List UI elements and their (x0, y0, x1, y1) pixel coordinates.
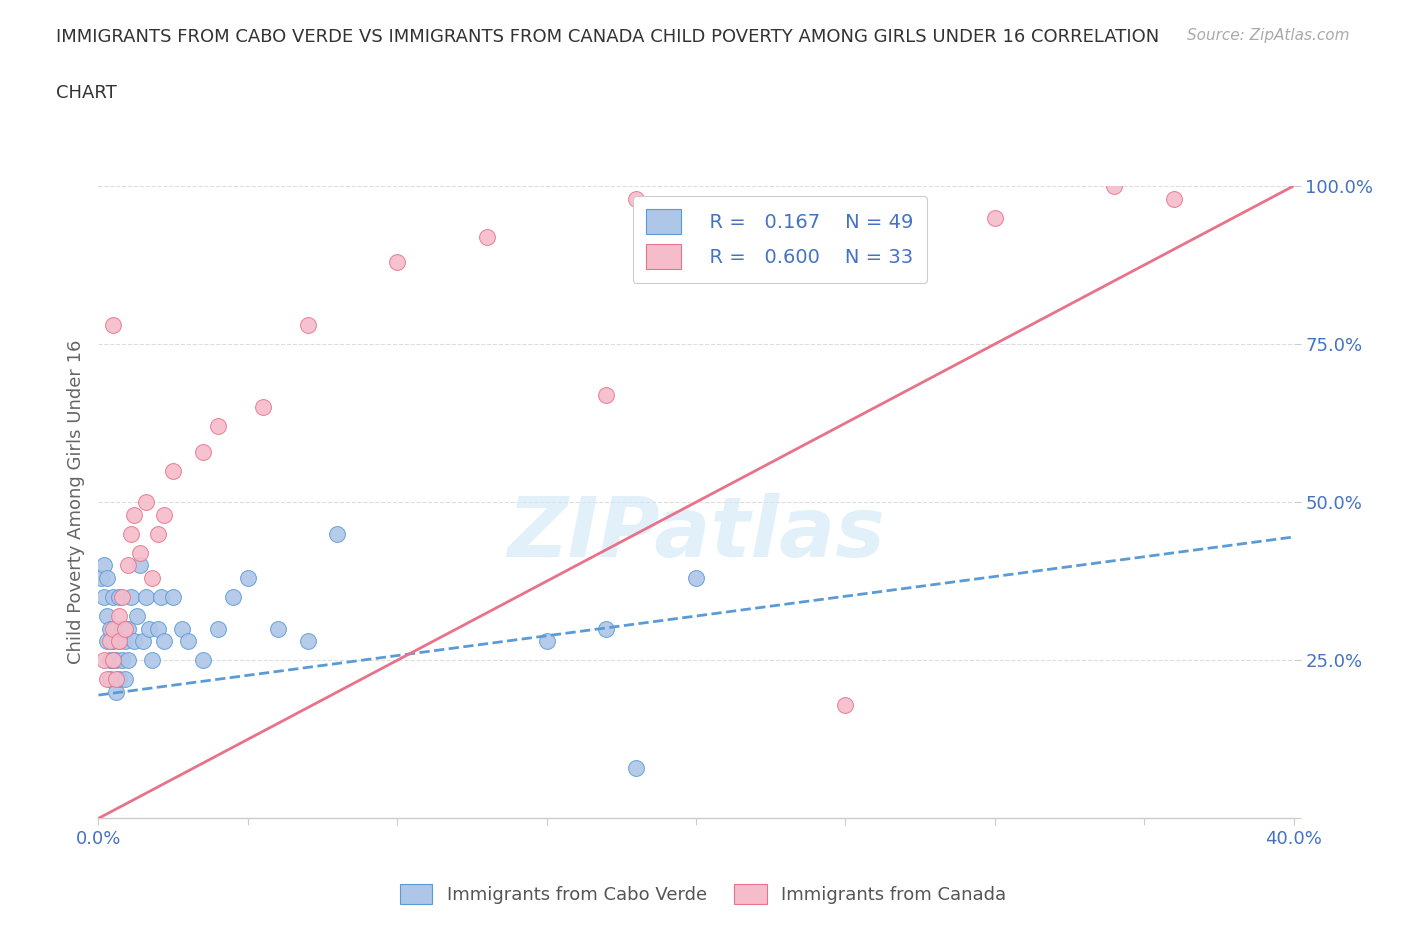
Point (153, 634, 176, 649)
Point (150, 590, 173, 604)
Point (105, 653, 128, 668)
Point (108, 590, 131, 604)
Point (626, 192, 648, 206)
Point (108, 634, 131, 649)
Point (153, 508, 176, 523)
Point (162, 463, 184, 478)
Point (172, 621, 194, 636)
Point (98, 621, 122, 636)
Legend: Immigrants from Cabo Verde, Immigrants from Canada: Immigrants from Cabo Verde, Immigrants f… (392, 876, 1014, 911)
Point (148, 621, 170, 636)
Point (108, 671, 131, 686)
Point (326, 526, 349, 541)
Point (93, 653, 115, 668)
Point (1163, 192, 1185, 206)
Point (162, 590, 184, 604)
Point (117, 653, 139, 668)
Point (120, 590, 142, 604)
Point (103, 653, 125, 668)
Point (105, 621, 128, 636)
Point (595, 621, 617, 636)
Point (105, 684, 128, 699)
Point (132, 634, 155, 649)
Point (120, 526, 142, 541)
Point (108, 608, 131, 623)
Point (103, 653, 125, 668)
Point (297, 318, 319, 333)
Point (207, 621, 229, 636)
Point (93, 558, 115, 573)
Text: Source: ZipAtlas.com: Source: ZipAtlas.com (1187, 28, 1350, 43)
Point (834, 698, 856, 712)
Point (124, 508, 146, 523)
Legend:   R =   0.167    N = 49,   R =   0.600    N = 33: R = 0.167 N = 49, R = 0.600 N = 33 (633, 195, 927, 283)
Point (222, 590, 245, 604)
Point (685, 571, 707, 586)
Point (108, 634, 131, 649)
Point (124, 634, 146, 649)
Point (114, 671, 136, 686)
Point (595, 387, 617, 402)
Point (135, 590, 157, 604)
Point (135, 495, 157, 510)
Point (111, 621, 134, 636)
Point (103, 590, 125, 604)
Point (103, 634, 125, 649)
Point (93, 590, 115, 604)
Point (236, 571, 259, 586)
Point (98, 653, 122, 668)
Point (103, 318, 125, 333)
Text: CHART: CHART (56, 84, 117, 101)
Point (297, 634, 319, 649)
Point (626, 761, 648, 776)
Point (96, 608, 118, 623)
Point (267, 621, 290, 636)
Point (127, 608, 149, 623)
Point (117, 558, 139, 573)
Point (148, 526, 170, 541)
Point (98, 671, 122, 686)
Point (96, 634, 118, 649)
Point (252, 400, 274, 415)
Y-axis label: Child Poverty Among Girls Under 16: Child Poverty Among Girls Under 16 (66, 340, 84, 664)
Point (385, 255, 409, 270)
Point (114, 621, 136, 636)
Point (96, 571, 118, 586)
Point (207, 418, 229, 433)
Point (111, 590, 134, 604)
Point (90, 571, 112, 586)
Point (129, 558, 152, 573)
Point (1104, 179, 1126, 193)
Point (105, 671, 128, 686)
Point (984, 210, 1007, 225)
Point (475, 229, 498, 244)
Point (117, 621, 139, 636)
Point (129, 545, 152, 560)
Point (138, 621, 160, 636)
Point (536, 634, 558, 649)
Point (96, 671, 118, 686)
Point (191, 445, 214, 459)
Point (141, 571, 163, 586)
Point (111, 653, 134, 668)
Text: IMMIGRANTS FROM CABO VERDE VS IMMIGRANTS FROM CANADA CHILD POVERTY AMONG GIRLS U: IMMIGRANTS FROM CABO VERDE VS IMMIGRANTS… (56, 28, 1160, 46)
Point (103, 621, 125, 636)
Point (177, 634, 200, 649)
Point (745, 197, 768, 212)
Point (114, 634, 136, 649)
Point (191, 653, 214, 668)
Text: ZIPatlas: ZIPatlas (508, 493, 884, 575)
Point (141, 653, 163, 668)
Point (98, 634, 122, 649)
